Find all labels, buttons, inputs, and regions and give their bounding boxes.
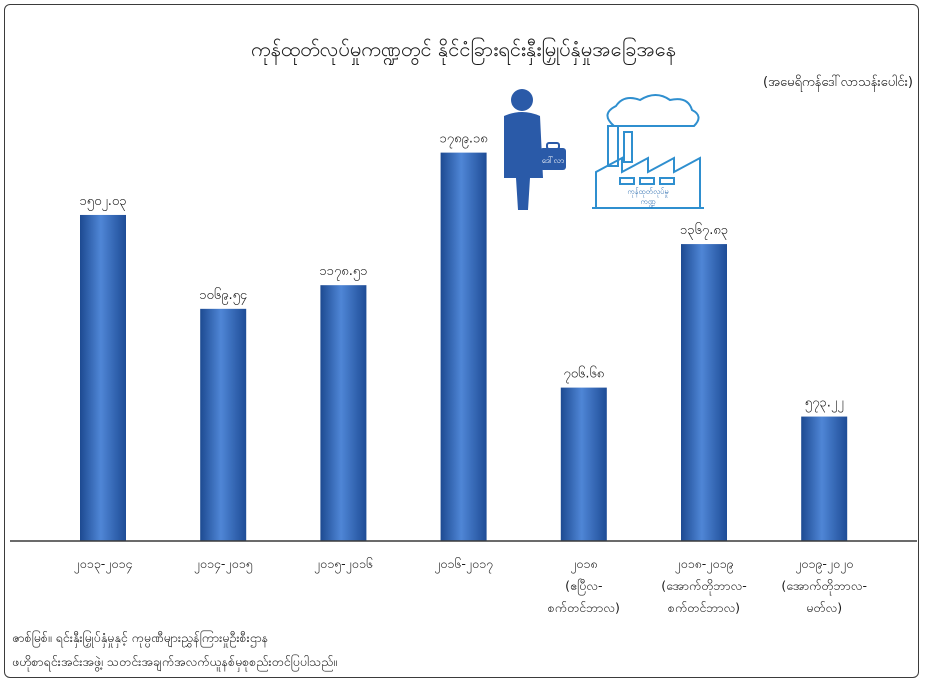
data-label-6: ၁၃၆၇.၈၃: [680, 222, 728, 240]
bar-1: [80, 215, 126, 541]
source-line-1: ဇာစ်မြစ်။ ရင်းနှီးမြှုပ်နှံမှုနှင့် ကုမ္…: [12, 626, 337, 650]
bar-4: [441, 153, 487, 541]
category-label-1-line-1: ၂၀၁၃-၂၀၁၄: [74, 556, 133, 574]
category-label-6-line-2: (အောက်တိုဘာလ-: [661, 578, 747, 596]
category-label-6-line-3: စက်တင်ဘာလ): [668, 600, 740, 615]
businessman-icon: ဒေါ်လာ: [504, 89, 566, 210]
bar-3: [320, 285, 366, 541]
bar-5: [561, 388, 607, 541]
bar-7: [801, 417, 847, 541]
source-note: ဇာစ်မြစ်။ ရင်းနှီးမြှုပ်နှံမှုနှင့် ကုမ္…: [12, 626, 337, 674]
bar-6: [681, 244, 727, 541]
bar-2: [200, 309, 246, 541]
data-label-1: ၁၅၀၂.၀၃: [79, 194, 126, 211]
data-label-4: ၁၇၈၉.၁၈: [439, 132, 487, 149]
data-label-7: ၅၇၃.၂၂: [805, 396, 844, 413]
data-label-5: ၇၀၆.၆၈: [563, 366, 604, 384]
factory-label-1: ကုန်ထုတ်လုပ်မှု: [627, 187, 668, 197]
briefcase-label: ဒေါ်လာ: [542, 155, 565, 165]
category-label-7-line-3: မတ်လ): [806, 600, 842, 615]
category-label-7-line-1: ၂၀၁၉-၂၀၂၀: [795, 556, 853, 574]
factory-label-2: ကဏ္ဍ: [641, 197, 656, 207]
category-label-2-line-1: ၂၀၁၄-၂၀၁၅: [194, 556, 253, 574]
illustration: ဒေါ်လာ ကုန်ထုတ်လုပ်မှု ကဏ္ဍ: [496, 86, 726, 214]
category-label-3-line-1: ၂၀၁၅-၂၀၁၆: [314, 556, 373, 574]
category-label-6-line-1: ၂၀၁၈-၂၀၁၉: [674, 556, 733, 574]
category-label-7-line-2: (အောက်တိုဘာလ-: [781, 578, 867, 596]
category-label-5-line-1: ၂၀၁၈: [570, 556, 597, 574]
category-label-5-line-2: (ဧပြီလ-: [565, 578, 602, 596]
category-label-4-line-1: ၂၀၁၆-၂၀၁၇: [434, 556, 493, 574]
source-line-2: ဖဟိုစာရင်းအင်းအဖွဲ့၊ သတင်းအချက်အလက်ယူနစ်…: [12, 650, 337, 674]
data-label-3: ၁၁၇၈.၅၁: [319, 264, 367, 281]
category-label-5-line-3: စက်တင်ဘာလ): [548, 600, 620, 615]
data-label-2: ၁၀၆၉.၅၄: [199, 287, 248, 305]
